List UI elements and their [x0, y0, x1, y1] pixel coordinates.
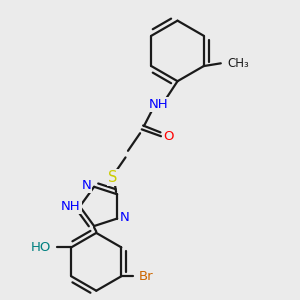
Text: O: O [163, 130, 174, 143]
Text: CH₃: CH₃ [227, 57, 249, 70]
Text: N: N [120, 211, 130, 224]
Text: HO: HO [31, 241, 51, 254]
Text: Br: Br [139, 270, 154, 283]
Text: NH: NH [148, 98, 168, 111]
Text: S: S [108, 170, 118, 185]
Text: N: N [82, 179, 91, 192]
Text: NH: NH [61, 200, 81, 213]
